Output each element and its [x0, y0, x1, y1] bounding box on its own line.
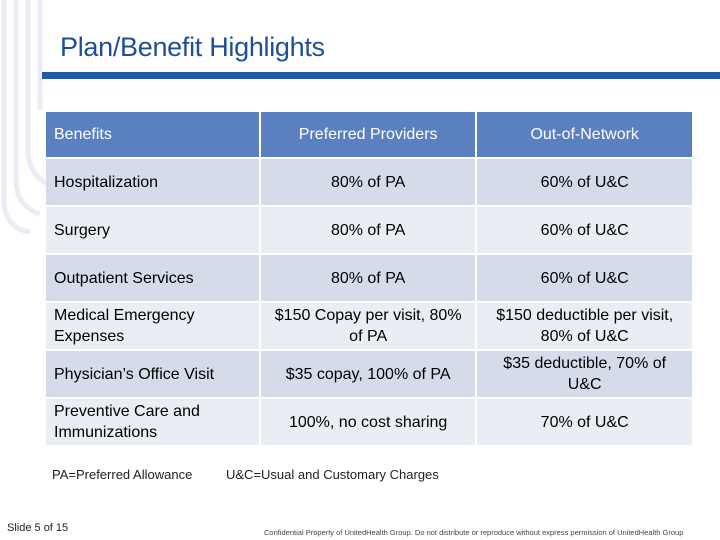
cell-preferred: 80% of PA — [260, 207, 476, 253]
cell-preferred: $150 Copay per visit, 80% of PA — [260, 303, 476, 349]
header-preferred-providers: Preferred Providers — [260, 112, 476, 157]
cell-preferred: 80% of PA — [260, 255, 476, 301]
benefits-table: Benefits Preferred Providers Out-of-Netw… — [44, 110, 694, 447]
cell-benefit: Hospitalization — [46, 159, 259, 205]
table-row: Outpatient Services 80% of PA 60% of U&C — [46, 255, 692, 301]
title-divider — [42, 72, 720, 79]
cell-out-of-network: $35 deductible, 70% of U&C — [477, 351, 692, 397]
cell-out-of-network: $150 deductible per visit, 80% of U&C — [477, 303, 692, 349]
cell-out-of-network: 70% of U&C — [477, 399, 692, 445]
table-row: Physician’s Office Visit $35 copay, 100%… — [46, 351, 692, 397]
legend-pa: PA=Preferred Allowance — [52, 467, 193, 482]
confidential-notice: Confidential Property of UnitedHealth Gr… — [264, 528, 684, 537]
cell-benefit: Physician’s Office Visit — [46, 351, 259, 397]
cell-benefit: Surgery — [46, 207, 259, 253]
table-row: Medical Emergency Expenses $150 Copay pe… — [46, 303, 692, 349]
decorative-brand-stripes — [1, 0, 54, 235]
cell-benefit: Preventive Care and Immunizations — [46, 399, 259, 445]
header-benefits: Benefits — [46, 112, 259, 157]
cell-preferred: 100%, no cost sharing — [260, 399, 476, 445]
cell-benefit: Outpatient Services — [46, 255, 259, 301]
page-title: Plan/Benefit Highlights — [60, 32, 325, 62]
table-row: Surgery 80% of PA 60% of U&C — [46, 207, 692, 253]
cell-preferred: $35 copay, 100% of PA — [260, 351, 476, 397]
slide-number: Slide 5 of 15 — [7, 522, 69, 534]
cell-out-of-network: 60% of U&C — [477, 255, 692, 301]
legend-uc: U&C=Usual and Customary Charges — [226, 467, 439, 482]
table-row: Hospitalization 80% of PA 60% of U&C — [46, 159, 692, 205]
cell-benefit: Medical Emergency Expenses — [46, 303, 259, 349]
table-header-row: Benefits Preferred Providers Out-of-Netw… — [46, 112, 692, 157]
header-out-of-network: Out-of-Network — [477, 112, 692, 157]
cell-out-of-network: 60% of U&C — [477, 159, 692, 205]
table-row: Preventive Care and Immunizations 100%, … — [46, 399, 692, 445]
cell-preferred: 80% of PA — [260, 159, 476, 205]
cell-out-of-network: 60% of U&C — [477, 207, 692, 253]
